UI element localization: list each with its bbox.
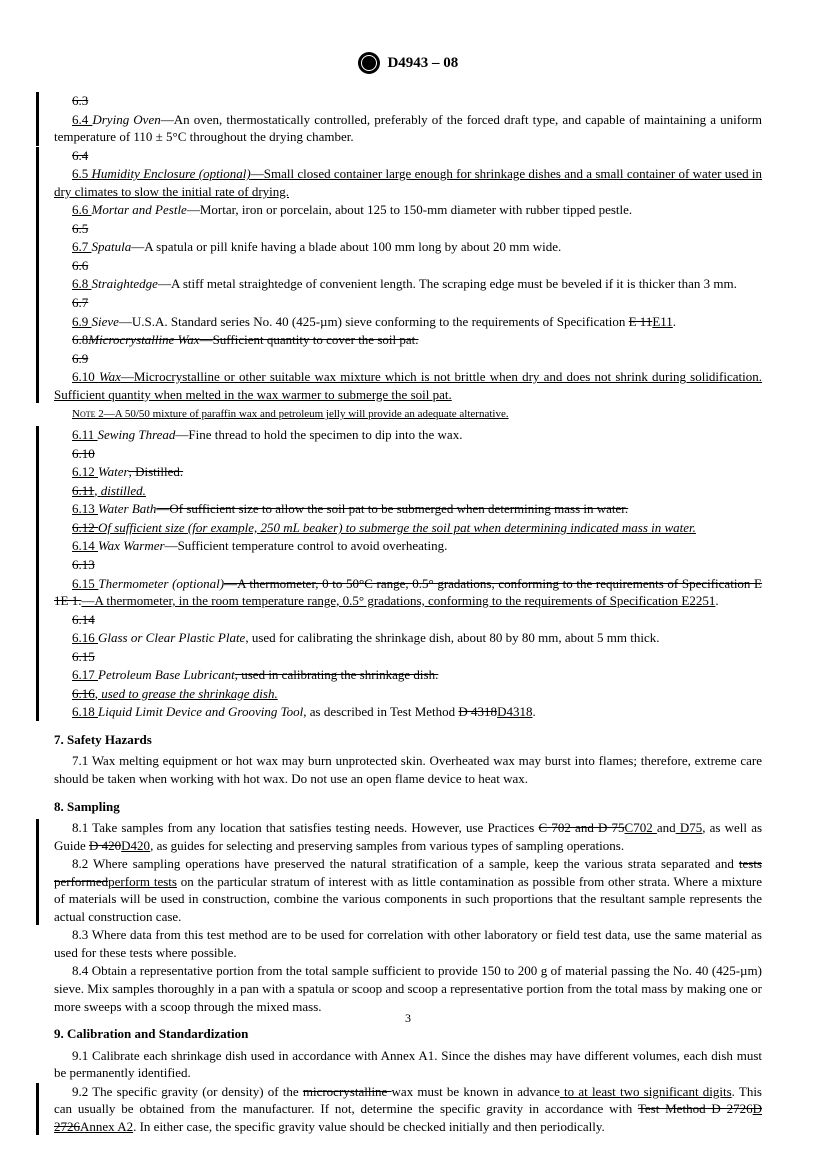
change-bar: [36, 819, 39, 925]
struck-6.13: 6.13: [72, 557, 95, 572]
designation: D4943 – 08: [387, 55, 458, 71]
struck-6.9: 6.9: [72, 351, 88, 366]
struck-6.3: 6.3: [72, 93, 88, 108]
para-9.1: 9.1 Calibrate each shrinkage dish used i…: [54, 1047, 762, 1082]
para-9.2: 9.2 The specific gravity (or density) of…: [54, 1083, 762, 1136]
change-bar: [36, 1083, 39, 1136]
item-6.5: 6.5 Humidity Enclosure (optional)—Small …: [54, 165, 762, 200]
item-6.18: 6.18 Liquid Limit Device and Grooving To…: [54, 703, 762, 721]
struck-6.7: 6.7: [72, 295, 88, 310]
para-8.2: 8.2 Where sampling operations have prese…: [54, 855, 762, 925]
para-8.3: 8.3 Where data from this test method are…: [54, 926, 762, 961]
item-6.4: 6.4 Drying Oven—An oven, thermostaticall…: [54, 111, 762, 146]
change-bar: [36, 426, 39, 721]
struck-6.15: 6.15: [72, 649, 95, 664]
item-6.11: 6.11 Sewing Thread—Fine thread to hold t…: [54, 426, 762, 444]
item-6.16-new: 6.16, used to grease the shrinkage dish.: [54, 685, 762, 703]
page-number: 3: [0, 1010, 816, 1026]
change-bar: [36, 92, 39, 146]
note-2: Note 2—A 50/50 mixture of paraffin wax a…: [72, 407, 762, 422]
struck-6.14: 6.14: [72, 612, 95, 627]
doc-header: D4943 – 08: [54, 52, 762, 74]
item-6.12: 6.12 Water, Distilled.: [54, 463, 762, 481]
change-bar: [36, 147, 39, 404]
struck-6.6: 6.6: [72, 258, 88, 273]
sec-9-head: 9. Calibration and Standardization: [54, 1025, 762, 1043]
para-8.4: 8.4 Obtain a representative portion from…: [54, 962, 762, 1015]
item-6.11-distilled: 6.11, distilled.: [54, 482, 762, 500]
item-6.7: 6.7 Spatula—A spatula or pill knife havi…: [54, 238, 762, 256]
sec-8-head: 8. Sampling: [54, 798, 762, 816]
item-6.17: 6.17 Petroleum Base Lubricant, used in c…: [54, 666, 762, 684]
item-6.13: 6.13 Water Bath—Of sufficient size to al…: [54, 500, 762, 518]
item-6.14: 6.14 Wax Warmer—Sufficient temperature c…: [54, 537, 762, 555]
item-6.9: 6.9 Sieve—U.S.A. Standard series No. 40 …: [54, 313, 762, 331]
item-6.10: 6.10 Wax—Microcrystalline or other suita…: [54, 368, 762, 403]
para-7.1: 7.1 Wax melting equipment or hot wax may…: [54, 752, 762, 787]
para-8.1: 8.1 Take samples from any location that …: [54, 819, 762, 854]
item-6.16: 6.16 Glass or Clear Plastic Plate, used …: [54, 629, 762, 647]
item-6.6: 6.6 Mortar and Pestle—Mortar, iron or po…: [54, 201, 762, 219]
item-6.15: 6.15 Thermometer (optional)—A thermomete…: [54, 575, 762, 610]
item-6.8: 6.8 Straightedge—A stiff metal straighte…: [54, 275, 762, 293]
sec-7-head: 7. Safety Hazards: [54, 731, 762, 749]
astm-logo: [358, 52, 380, 74]
struck-6.10: 6.10: [72, 446, 95, 461]
struck-6.8-wax: 6.8Microcrystalline Wax—Sufficient quant…: [54, 331, 762, 349]
struck-6.5: 6.5: [72, 221, 88, 236]
item-6.12-new: 6.12 Of sufficient size (for example, 25…: [54, 519, 762, 537]
struck-6.4: 6.4: [72, 148, 88, 163]
